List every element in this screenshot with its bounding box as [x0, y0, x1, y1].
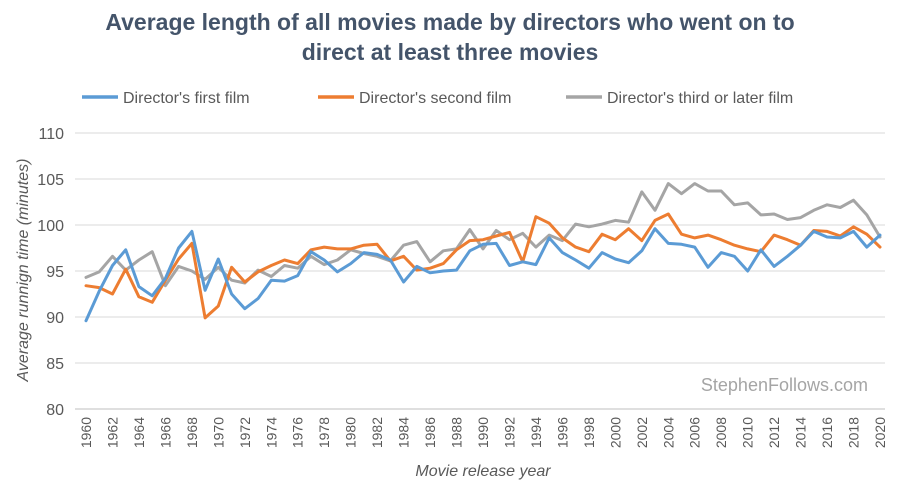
x-tick-label: 1976	[290, 417, 306, 448]
y-tick-label: 100	[37, 218, 64, 235]
x-tick-label: 2018	[846, 417, 862, 448]
chart-title-group: Average length of all movies made by dir…	[105, 9, 794, 65]
x-tick-label: 1970	[210, 417, 226, 448]
y-tick-label: 80	[46, 402, 64, 419]
x-tick-label: 1990	[475, 417, 491, 448]
legend: Director's first film Director's second f…	[82, 90, 793, 107]
x-tick-label: 2014	[793, 417, 809, 448]
y-axis-title: Average runnign time (minutes)	[15, 159, 32, 383]
x-tick-label: 2012	[766, 417, 782, 448]
x-tick-label: 2004	[660, 417, 676, 448]
x-tick-label: 1994	[528, 417, 544, 448]
x-tick-label: 2020	[872, 417, 888, 448]
series-group	[84, 182, 882, 323]
x-tick-label: 2002	[634, 417, 650, 448]
x-tick-label: 1982	[369, 417, 385, 448]
x-tick-label: 2010	[740, 417, 756, 448]
series-line-1	[84, 227, 882, 323]
chart-title-line-1: Average length of all movies made by dir…	[105, 9, 794, 35]
series-line-3	[84, 182, 882, 288]
grid-lines	[75, 132, 885, 410]
x-tick-label: 1986	[422, 417, 438, 448]
x-tick-label: 1988	[449, 417, 465, 448]
y-axis: 80 85 90 95 100 105 110	[37, 126, 64, 419]
x-tick-label: 1992	[501, 417, 517, 448]
x-tick-label: 1972	[237, 417, 253, 448]
y-tick-label: 90	[46, 310, 64, 327]
x-axis-title: Movie release year	[415, 463, 551, 480]
x-tick-label: 1966	[157, 417, 173, 448]
y-tick-label: 85	[46, 356, 64, 373]
legend-label: Director's first film	[123, 90, 250, 107]
y-tick-label: 105	[37, 172, 64, 189]
x-tick-label: 2016	[819, 417, 835, 448]
x-axis: 1960 1962 1964 1966 1968 1970 1972 1974 1976 1978…	[78, 417, 888, 448]
legend-label: Director's second film	[359, 90, 511, 107]
x-tick-label: 1978	[316, 417, 332, 448]
x-tick-label: 1998	[581, 417, 597, 448]
y-tick-label: 95	[46, 264, 64, 281]
x-tick-label: 1996	[554, 417, 570, 448]
x-tick-label: 2000	[607, 417, 623, 448]
chart-title-line-2: direct at least three movies	[302, 39, 599, 65]
watermark: StephenFollows.com	[701, 375, 868, 395]
x-tick-label: 1980	[343, 417, 359, 448]
x-tick-label: 1962	[104, 417, 120, 448]
x-tick-label: 1968	[184, 417, 200, 448]
x-tick-label: 2008	[713, 417, 729, 448]
x-tick-label: 1960	[78, 417, 94, 448]
legend-label: Director's third or later film	[607, 90, 793, 107]
y-tick-label: 110	[38, 126, 64, 143]
x-tick-label: 2006	[687, 417, 703, 448]
x-tick-label: 1974	[263, 417, 279, 448]
x-tick-label: 1984	[396, 417, 412, 448]
x-tick-label: 1964	[131, 417, 147, 448]
series-line-2	[84, 212, 882, 320]
